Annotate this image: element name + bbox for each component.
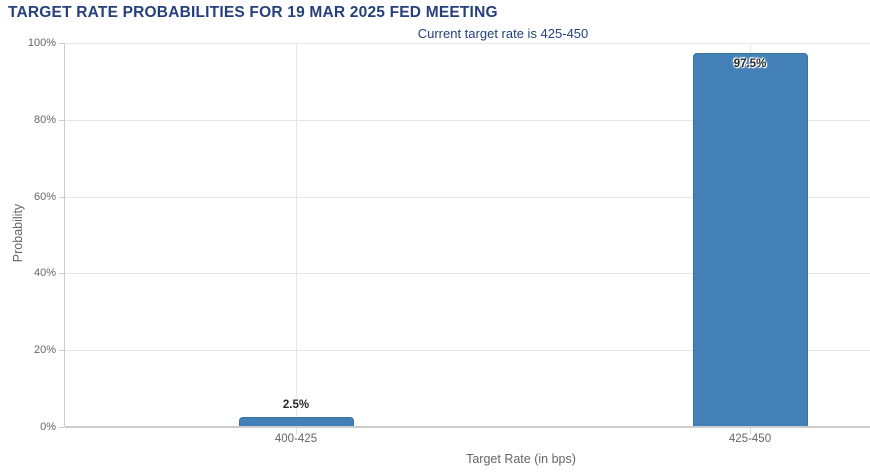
probability-bar[interactable] (692, 52, 808, 427)
y-tick-label: 0% (40, 421, 56, 433)
y-gridline (65, 197, 870, 198)
chart-title: TARGET RATE PROBABILITIES FOR 19 MAR 202… (8, 4, 498, 21)
x-tick (750, 428, 751, 434)
category-gridline (296, 43, 297, 427)
bar-value-label: 2.5% (282, 399, 310, 412)
y-tick-label: 40% (33, 267, 56, 279)
y-gridline (65, 120, 870, 121)
y-tick-label: 20% (33, 344, 56, 356)
x-tick-label: 425-450 (728, 433, 772, 445)
probability-bar[interactable] (238, 417, 354, 427)
y-gridline (65, 273, 870, 274)
y-tick (59, 43, 64, 44)
y-tick (59, 197, 64, 198)
y-tick (59, 427, 64, 428)
x-axis-title: Target Rate (in bps) (466, 452, 576, 466)
y-tick-label: 60% (33, 191, 56, 203)
y-tick (59, 273, 64, 274)
x-axis-line (65, 426, 870, 428)
y-axis-line (64, 43, 65, 427)
bar-value-label: 97.5% (733, 57, 767, 70)
y-tick (59, 350, 64, 351)
y-tick (59, 120, 64, 121)
x-tick-label: 400-425 (274, 433, 318, 445)
y-gridline (65, 43, 870, 44)
x-tick (296, 428, 297, 434)
chart-subtitle: Current target rate is 425-450 (417, 26, 589, 41)
y-tick-label: 100% (27, 37, 56, 49)
y-tick-label: 80% (33, 114, 56, 126)
y-gridline (65, 350, 870, 351)
y-axis-title: Probability (11, 203, 25, 263)
